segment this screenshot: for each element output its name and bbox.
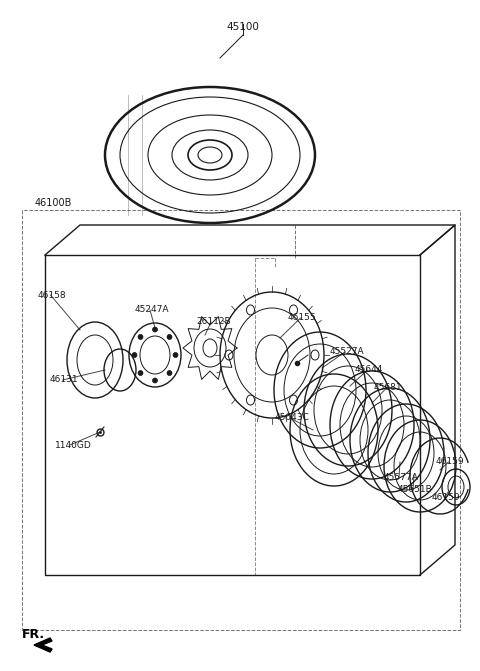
Circle shape bbox=[167, 334, 172, 340]
Text: 45681: 45681 bbox=[374, 384, 403, 393]
Text: 46158: 46158 bbox=[38, 291, 67, 299]
Circle shape bbox=[153, 378, 157, 383]
Text: 1140GD: 1140GD bbox=[55, 440, 92, 450]
Text: 46159: 46159 bbox=[436, 458, 465, 466]
Circle shape bbox=[138, 334, 143, 340]
Circle shape bbox=[153, 327, 157, 332]
Circle shape bbox=[138, 370, 143, 376]
Text: 45651B: 45651B bbox=[398, 486, 433, 495]
Text: 45577A: 45577A bbox=[384, 474, 419, 482]
Text: 46155: 46155 bbox=[288, 313, 317, 323]
Text: 46159: 46159 bbox=[432, 493, 461, 503]
Text: 46131: 46131 bbox=[50, 376, 79, 384]
Text: 46100B: 46100B bbox=[35, 198, 72, 208]
Circle shape bbox=[132, 352, 137, 358]
Text: FR.: FR. bbox=[22, 628, 45, 641]
Circle shape bbox=[167, 370, 172, 376]
Text: 45527A: 45527A bbox=[330, 348, 365, 356]
Text: 45643C: 45643C bbox=[275, 413, 310, 423]
Circle shape bbox=[173, 352, 178, 358]
Text: 45247A: 45247A bbox=[135, 305, 169, 315]
Text: 45644: 45644 bbox=[355, 366, 384, 374]
Polygon shape bbox=[34, 638, 52, 652]
Text: 26112B: 26112B bbox=[196, 317, 230, 327]
Text: 45100: 45100 bbox=[227, 22, 259, 32]
